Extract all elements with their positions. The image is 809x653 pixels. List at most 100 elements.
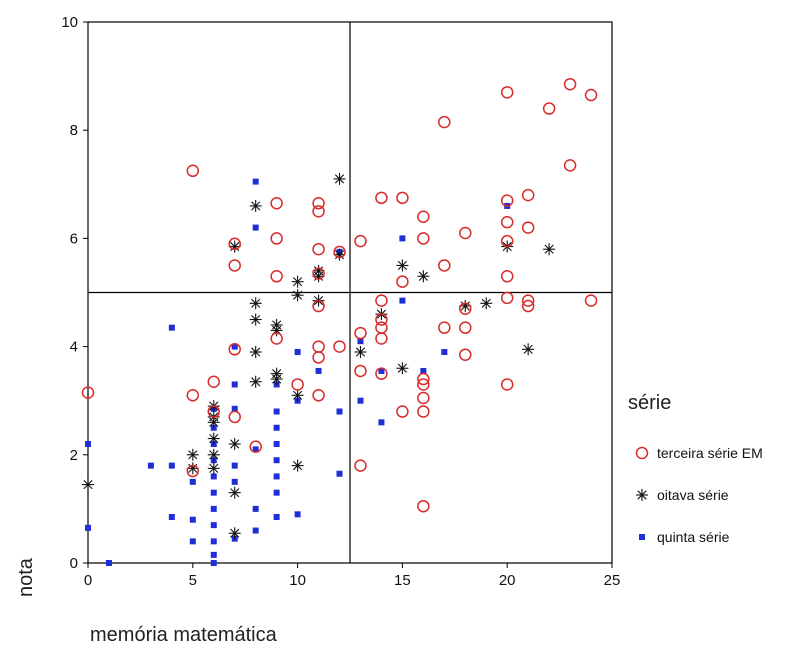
data-point	[273, 489, 280, 496]
data-point	[312, 340, 325, 353]
y-tick-label: 2	[70, 447, 78, 464]
data-point	[417, 210, 430, 224]
data-point	[521, 188, 535, 202]
data-point	[521, 299, 535, 313]
data-point	[252, 527, 259, 534]
data-point	[563, 77, 577, 91]
data-point	[500, 86, 514, 99]
legend-title: série	[628, 392, 671, 414]
data-point	[294, 349, 301, 356]
data-point	[542, 102, 556, 115]
data-point	[81, 386, 95, 399]
data-point	[375, 332, 388, 345]
data-point	[273, 473, 280, 480]
data-point	[147, 462, 154, 469]
data-point	[500, 194, 514, 207]
data-point	[312, 205, 325, 218]
data-point	[273, 457, 280, 464]
data-point	[312, 242, 325, 256]
x-tick-label: 20	[499, 572, 516, 589]
data-point	[291, 275, 304, 288]
data-points	[81, 77, 598, 566]
data-point	[294, 511, 301, 518]
y-tick-label: 0	[70, 555, 78, 572]
data-point	[270, 270, 283, 283]
data-point	[210, 538, 217, 545]
x-tick-label: 0	[84, 572, 92, 589]
x-tick-label: 10	[289, 572, 306, 589]
data-point	[417, 232, 430, 245]
data-point	[207, 432, 220, 445]
data-point	[273, 440, 280, 447]
y-tick-label: 10	[61, 14, 78, 31]
data-point	[207, 448, 220, 461]
data-point	[378, 367, 385, 374]
data-point	[189, 516, 196, 523]
y-tick-label: 8	[70, 122, 78, 139]
legend-marker	[639, 534, 645, 540]
data-point	[375, 321, 388, 334]
data-point	[396, 405, 409, 418]
data-point	[543, 243, 556, 256]
data-point	[500, 270, 514, 283]
data-point	[249, 375, 262, 388]
data-point	[270, 232, 283, 245]
data-point	[378, 419, 385, 426]
data-point	[85, 440, 91, 447]
data-point	[357, 338, 364, 345]
data-point	[354, 364, 367, 378]
data-point	[291, 289, 304, 302]
data-point	[210, 489, 217, 496]
data-point	[315, 367, 322, 374]
data-point	[500, 291, 514, 305]
data-point	[228, 437, 241, 450]
data-point	[438, 259, 451, 272]
data-point	[228, 410, 241, 424]
data-point	[252, 505, 259, 512]
data-point	[396, 259, 409, 272]
data-point	[231, 462, 238, 469]
y-tick-label: 4	[70, 339, 78, 356]
data-point	[207, 405, 221, 418]
legend-label: quinta série	[657, 529, 730, 545]
data-point	[231, 343, 238, 350]
data-point	[480, 297, 493, 310]
data-point	[168, 462, 175, 469]
data-point	[252, 224, 259, 231]
data-point	[228, 237, 241, 251]
data-point	[186, 164, 200, 178]
data-point	[270, 196, 283, 210]
data-point	[273, 424, 280, 431]
axis-ticks: 0 5 10 15 20 25 0 2 4 6 8 10	[61, 14, 620, 589]
data-point	[312, 196, 325, 210]
data-point	[584, 88, 598, 102]
data-point	[399, 235, 406, 242]
data-point	[228, 259, 241, 272]
data-point	[563, 159, 577, 172]
data-point	[375, 367, 388, 380]
data-point	[417, 378, 430, 391]
data-point	[210, 551, 217, 558]
legend-items: terceira série EM oitava série quinta séri…	[635, 445, 763, 545]
data-point	[207, 375, 221, 389]
data-point	[375, 191, 388, 205]
data-point	[420, 367, 427, 374]
data-point	[375, 294, 388, 307]
data-point	[312, 351, 325, 364]
data-point	[273, 514, 280, 521]
data-point	[333, 245, 346, 259]
data-point	[186, 448, 199, 461]
data-point	[438, 321, 451, 334]
data-point	[228, 486, 241, 499]
data-point	[396, 191, 409, 205]
x-tick-label: 5	[189, 572, 197, 589]
data-point	[249, 346, 262, 359]
data-point	[336, 470, 343, 477]
data-point	[438, 115, 451, 129]
data-point	[584, 294, 598, 307]
data-point	[417, 499, 430, 513]
data-point	[210, 473, 217, 480]
data-point	[231, 381, 238, 388]
x-tick-label: 25	[604, 572, 621, 589]
data-point	[207, 416, 220, 429]
